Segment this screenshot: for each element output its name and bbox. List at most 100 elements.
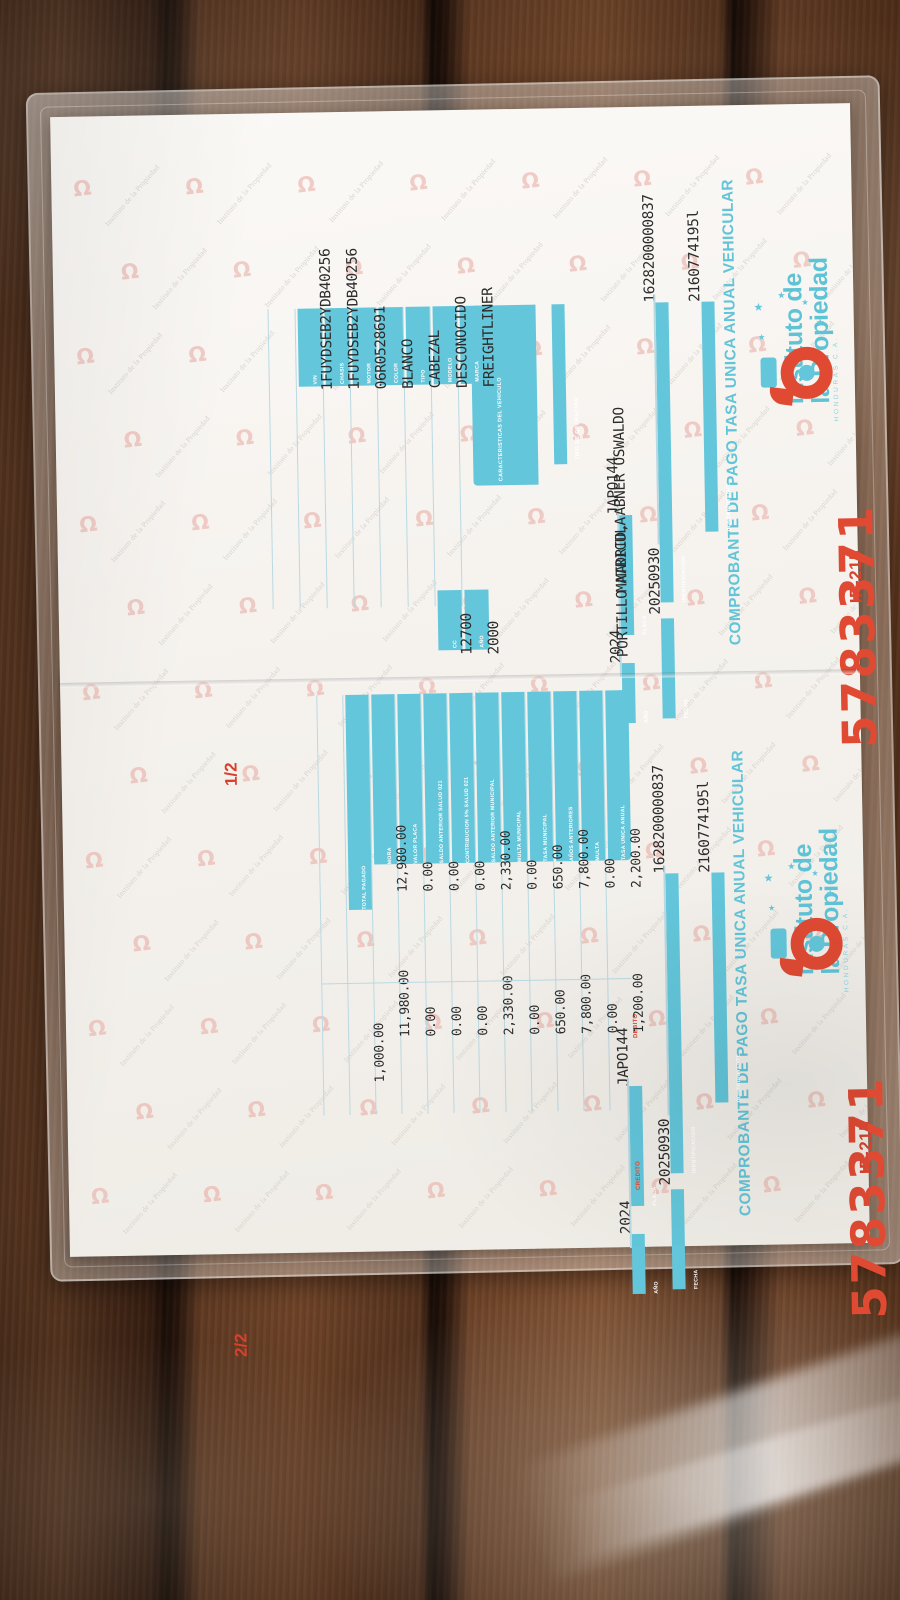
- star-decoration-icon: ★: [767, 903, 776, 913]
- field-label-contribuyente-text: CONTRIBUYENTE: [725, 482, 733, 532]
- star-decoration-icon: ★: [815, 317, 825, 329]
- field-value-año-text: 2024: [618, 1200, 635, 1235]
- field-label-identificacion-text: IDENTIFICACION: [690, 1126, 698, 1174]
- vehicle-extra-value-cc: 12700: [458, 613, 477, 655]
- amount-debit-1: 0.00: [601, 859, 620, 889]
- amount-debit-1-text: 0.00: [603, 858, 619, 889]
- amount-debit-0: 2,200.00: [627, 828, 646, 888]
- field-label-contribuyente-text: CONTRIBUYENTE: [735, 1053, 743, 1103]
- field-label-placa-text: PLACA: [641, 615, 649, 635]
- amount-debit-6: 0.00: [471, 861, 490, 891]
- document-title: COMPROBANTE DE PAGO TASA UNICA ANUAL VEH…: [729, 749, 755, 1217]
- vehicle-value-tipo: CABEZAL: [426, 330, 445, 389]
- amount-debit-6-text: 0.00: [473, 860, 489, 891]
- field-label-placa: PLACA: [633, 615, 651, 635]
- amount-credit-5-text: 2,330.00: [501, 975, 518, 1036]
- vehicle-row-rule: [267, 309, 274, 610]
- star-decoration-icon: ★: [811, 868, 819, 878]
- amount-credit-9: 11,980.00: [395, 970, 414, 1037]
- amount-debit-0-text: 2,200.00: [628, 828, 645, 889]
- receipt-copy-bottom: Instituto de la Propiedad HONDURAS C.A. …: [60, 674, 898, 1357]
- amount-label-7-text: SALDO ANTERIOR SALUD 021: [437, 780, 446, 864]
- amount-credit-7: 0.00: [448, 1006, 467, 1036]
- field-label-identificacion: IDENTIFICACION: [682, 1127, 701, 1174]
- vehicle-value-motor: 06R0528691: [371, 306, 390, 390]
- field-label-contribuyente: CONTRIBUYENTE: [717, 483, 736, 532]
- vehicle-value-motor-text: 06R0528691: [372, 305, 390, 390]
- amount-row-rule: [316, 695, 325, 1116]
- operation-type-label: TIPO DE OPERACION: [574, 397, 582, 460]
- amount-credit-10-text: 1,000.00: [371, 1022, 389, 1083]
- field-value-identificacion-text: 1628200000837: [650, 765, 669, 874]
- vehicle-extra-value-año: 2000: [485, 621, 504, 655]
- document-title: COMPROBANTE DE PAGO TASA UNICA ANUAL VEH…: [719, 178, 745, 646]
- field-value-identificacion-text: 1628200000837: [640, 194, 659, 303]
- amount-debit-2: 7,800.00: [575, 829, 594, 889]
- amount-credit-8: 0.00: [422, 1007, 441, 1037]
- amount-credit-0-text: 1,200.00: [631, 973, 648, 1034]
- vehicle-value-modelo: DESCONOCIDO: [452, 296, 472, 388]
- field-label-placa: PLACA: [643, 1186, 661, 1206]
- vehicle-value-chasis-text: 1FUYDSEB2YDB40256: [344, 248, 363, 390]
- vehicle-value-color: BLANCO: [399, 339, 418, 389]
- amount-debit-2-text: 7,800.00: [576, 829, 593, 889]
- vehicle-value-color-text: BLANCO: [400, 338, 417, 389]
- amount-label-4-text: MULTA MUNICIPAL: [516, 810, 524, 863]
- field-label-identificacion-text: IDENTIFICACION: [680, 555, 688, 603]
- vehicle-value-marca-text: FREIGHTLINER: [480, 287, 498, 388]
- amount-credit-2-text: 7,800.00: [579, 974, 596, 1034]
- amount-credit-6: 0.00: [474, 1006, 493, 1036]
- amount-label-1-text: MULTA: [594, 841, 602, 861]
- amount-debit-9: 12,980.00: [393, 825, 412, 892]
- amount-credit-0: 1,200.00: [629, 973, 648, 1033]
- amount-credit-4: 0.00: [526, 1005, 545, 1035]
- field-value-contribuyente-text: 2160774195l: [685, 210, 704, 302]
- field-value-año: 2024: [617, 1201, 636, 1235]
- amount-label-8-text: VALOR PLACA: [412, 823, 420, 864]
- amount-debit-9-text: 12,980.00: [394, 825, 411, 893]
- vehicle-value-marca: FREIGHTLINER: [479, 287, 499, 387]
- amount-debit-4-text: 0.00: [525, 859, 541, 890]
- star-decoration-icon: ★: [753, 301, 764, 314]
- field-value-fecha-text: 20250930: [646, 547, 664, 615]
- operation-type-value: MATRICULA: [613, 517, 631, 593]
- vehicle-value-vin-text: 1FUYDSEB2YDB40256: [317, 248, 336, 391]
- field-label-placa-text: PLACA: [651, 1186, 659, 1206]
- page-marker-bottom: 2/2: [231, 1333, 251, 1358]
- star-decoration-icon: ★: [787, 861, 796, 872]
- field-value-contribuyente: 2160774195l: [685, 210, 705, 302]
- amount-label-10: TOTAL PAGADO: [352, 865, 371, 910]
- vehicle-value-chasis: 1FUYDSEB2YDB40256: [343, 248, 363, 390]
- payment-receipt-document: Ω Instituto de la Propiedad Ω Instituto de …: [50, 103, 898, 1357]
- logo-i-letter-icon: [760, 357, 777, 388]
- vehicle-extra-value-año-text: 2000: [485, 620, 503, 655]
- amount-credit-4-text: 0.00: [527, 1004, 544, 1035]
- amount-label-10-text: TOTAL PAGADO: [361, 865, 368, 910]
- amount-debit-3: 650.00: [549, 845, 568, 890]
- field-value-identificacion: 1628200000837: [650, 765, 670, 874]
- amount-debit-3-text: 650.00: [550, 844, 567, 890]
- field-value-fecha-text: 20250930: [656, 1118, 674, 1186]
- vehicle-value-vin: 1FUYDSEB2YDB40256: [316, 249, 336, 391]
- amount-credit-6-text: 0.00: [475, 1005, 492, 1036]
- receipt-copy-top: Instituto de la Propiedad HONDURAS C.A. …: [50, 103, 888, 786]
- amount-debit-4: 0.00: [523, 860, 542, 890]
- star-decoration-icon: ★: [763, 872, 774, 885]
- field-label-identificacion: IDENTIFICACION: [672, 556, 691, 603]
- vehicle-extra-value-cc-text: 12700: [458, 613, 476, 656]
- amount-credit-2: 7,800.00: [577, 974, 596, 1034]
- amount-debit-8: 0.00: [419, 862, 438, 892]
- field-value-contribuyente-text: 2160774195l: [695, 780, 714, 873]
- amount-debit-7: 0.00: [445, 861, 464, 891]
- star-decoration-icon: ★: [757, 332, 766, 342]
- field-value-identificacion: 1628200000837: [640, 194, 660, 303]
- logo-p-tail-icon: [778, 957, 804, 977]
- logo-i-letter-icon: [770, 928, 787, 959]
- amount-debit-8-text: 0.00: [421, 861, 437, 892]
- vehicle-value-modelo-text: DESCONOCIDO: [453, 296, 471, 389]
- amount-credit-3-text: 650.00: [553, 989, 570, 1035]
- serial-number: 5783371: [838, 1075, 899, 1320]
- field-label-año: AÑO: [645, 1281, 663, 1294]
- field-label-contribuyente: CONTRIBUYENTE: [727, 1054, 746, 1103]
- amount-credit-10: 1,000.00: [370, 1023, 389, 1083]
